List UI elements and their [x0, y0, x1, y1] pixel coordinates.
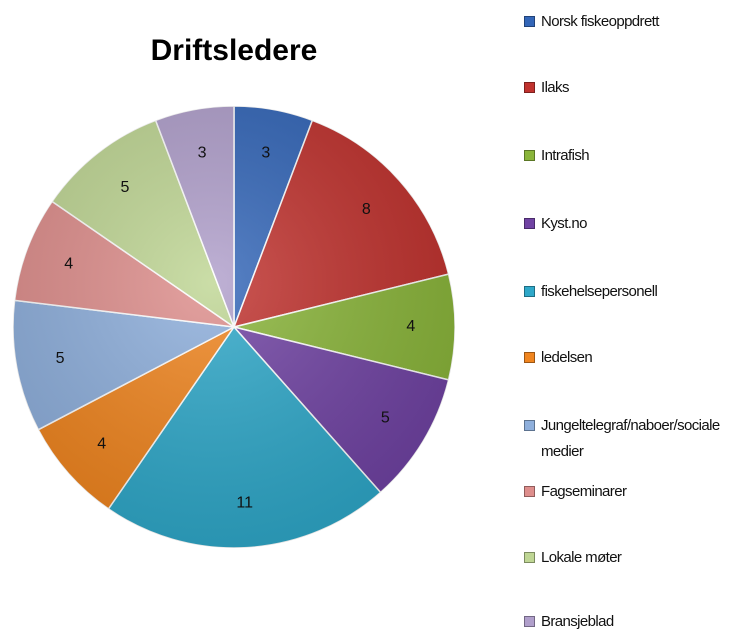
data-label: 11: [236, 495, 253, 512]
legend-swatch: [524, 486, 535, 497]
legend-item: ledelsen: [524, 345, 750, 371]
data-label: 5: [121, 179, 130, 196]
legend-label: Intrafish: [541, 147, 590, 164]
legend-swatch: [524, 218, 535, 229]
legend-swatch: [524, 552, 535, 563]
legend-item: fiskehelsepersonell: [524, 279, 750, 305]
legend-swatch: [524, 616, 535, 627]
legend-item: Jungeltelegraf/naboer/sociale medier: [524, 413, 750, 465]
legend-item: Bransjeblad: [524, 609, 750, 634]
pie-area: Driftsledere 3 8 4 5 11 4 5 4 5 3: [12, 34, 456, 549]
data-label: 4: [406, 318, 415, 335]
legend-label: Kyst.no: [541, 215, 587, 232]
legend-label: Lokale møter: [541, 549, 622, 566]
data-label: 5: [56, 350, 65, 367]
data-label: 3: [261, 144, 270, 161]
data-label: 3: [198, 144, 207, 161]
legend-swatch: [524, 286, 535, 297]
legend-label: Fagseminarer: [541, 483, 627, 500]
legend-item: Fagseminarer: [524, 479, 750, 505]
legend-label: ledelsen: [541, 349, 593, 366]
legend-label: Ilaks: [541, 79, 569, 96]
legend-label: Bransjeblad: [541, 613, 614, 630]
legend-swatch: [524, 82, 535, 93]
legend-label: Norsk fiskeoppdrett: [541, 13, 659, 30]
legend-item: Intrafish: [524, 143, 750, 169]
data-label: 8: [362, 201, 371, 218]
legend-item: Ilaks: [524, 75, 750, 101]
legend-swatch: [524, 352, 535, 363]
legend-label: fiskehelsepersonell: [541, 283, 658, 300]
data-label: 4: [97, 435, 106, 452]
legend-item: Kyst.no: [524, 211, 750, 237]
legend-swatch: [524, 150, 535, 161]
data-label: 4: [64, 256, 73, 273]
legend-swatch: [524, 16, 535, 27]
legend-label: Jungeltelegraf/naboer/sociale medier: [541, 417, 720, 460]
data-label: 5: [381, 410, 390, 427]
legend-swatch: [524, 420, 535, 431]
legend-item: Lokale møter: [524, 545, 750, 571]
legend-item: Norsk fiskeoppdrett: [524, 9, 750, 35]
chart-title: Driftsledere: [151, 34, 318, 67]
